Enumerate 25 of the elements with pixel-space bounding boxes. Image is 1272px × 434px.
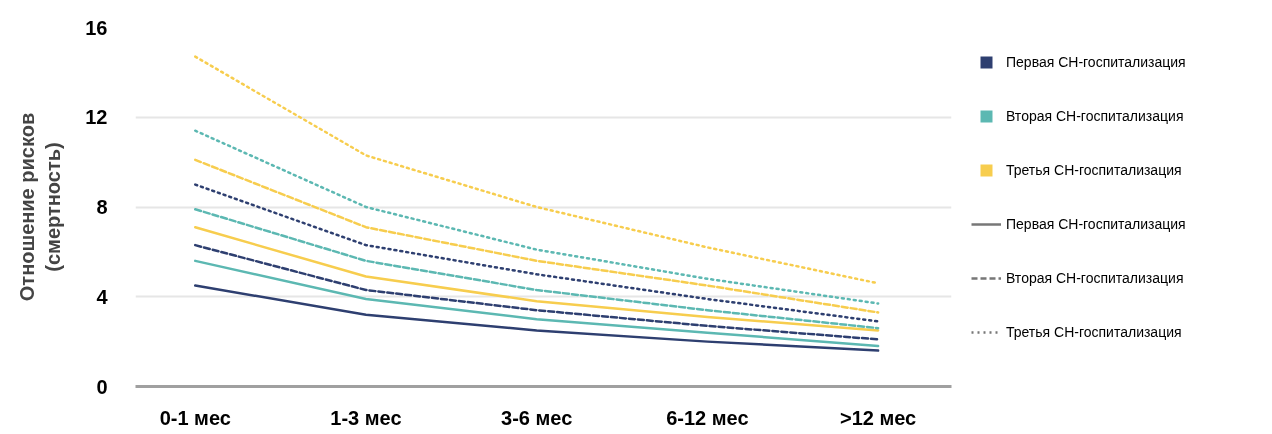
line-series <box>194 243 880 341</box>
line-series <box>194 259 880 348</box>
y-tick-label: 0 <box>96 375 108 398</box>
line-series <box>194 284 880 352</box>
legend-label: Первая СН-госпитализация <box>1006 54 1186 70</box>
y-tick-label: 12 <box>85 106 108 129</box>
y-axis-title: Отношение рисков (смертность) <box>15 112 65 302</box>
x-tick-label: 3-6 мес <box>501 406 573 429</box>
text: Вторая СН-госпитализация <box>1006 270 1184 286</box>
text: Третья СН-госпитализация <box>1006 324 1182 340</box>
line-series <box>194 158 880 314</box>
line-series <box>194 207 880 330</box>
line-series <box>194 183 880 323</box>
y-tick-label: 4 <box>96 285 109 308</box>
line-series <box>194 129 880 305</box>
x-tick-label: 6-12 мес <box>666 406 749 429</box>
x-tick-label: 1-3 мес <box>330 406 402 429</box>
x-tick-label: 0-1 мес <box>159 406 231 429</box>
line-series <box>194 225 880 332</box>
x-tick-label: >12 мес <box>839 406 917 429</box>
y-tick-label: 8 <box>96 196 108 218</box>
legend-label: Третья СН-госпитализация <box>1006 162 1182 178</box>
legend-label: Вторая СН-госпитализация <box>1006 108 1184 124</box>
y-tick-label: 16 <box>85 16 108 39</box>
text: Первая СН-госпитализация <box>1006 216 1186 232</box>
